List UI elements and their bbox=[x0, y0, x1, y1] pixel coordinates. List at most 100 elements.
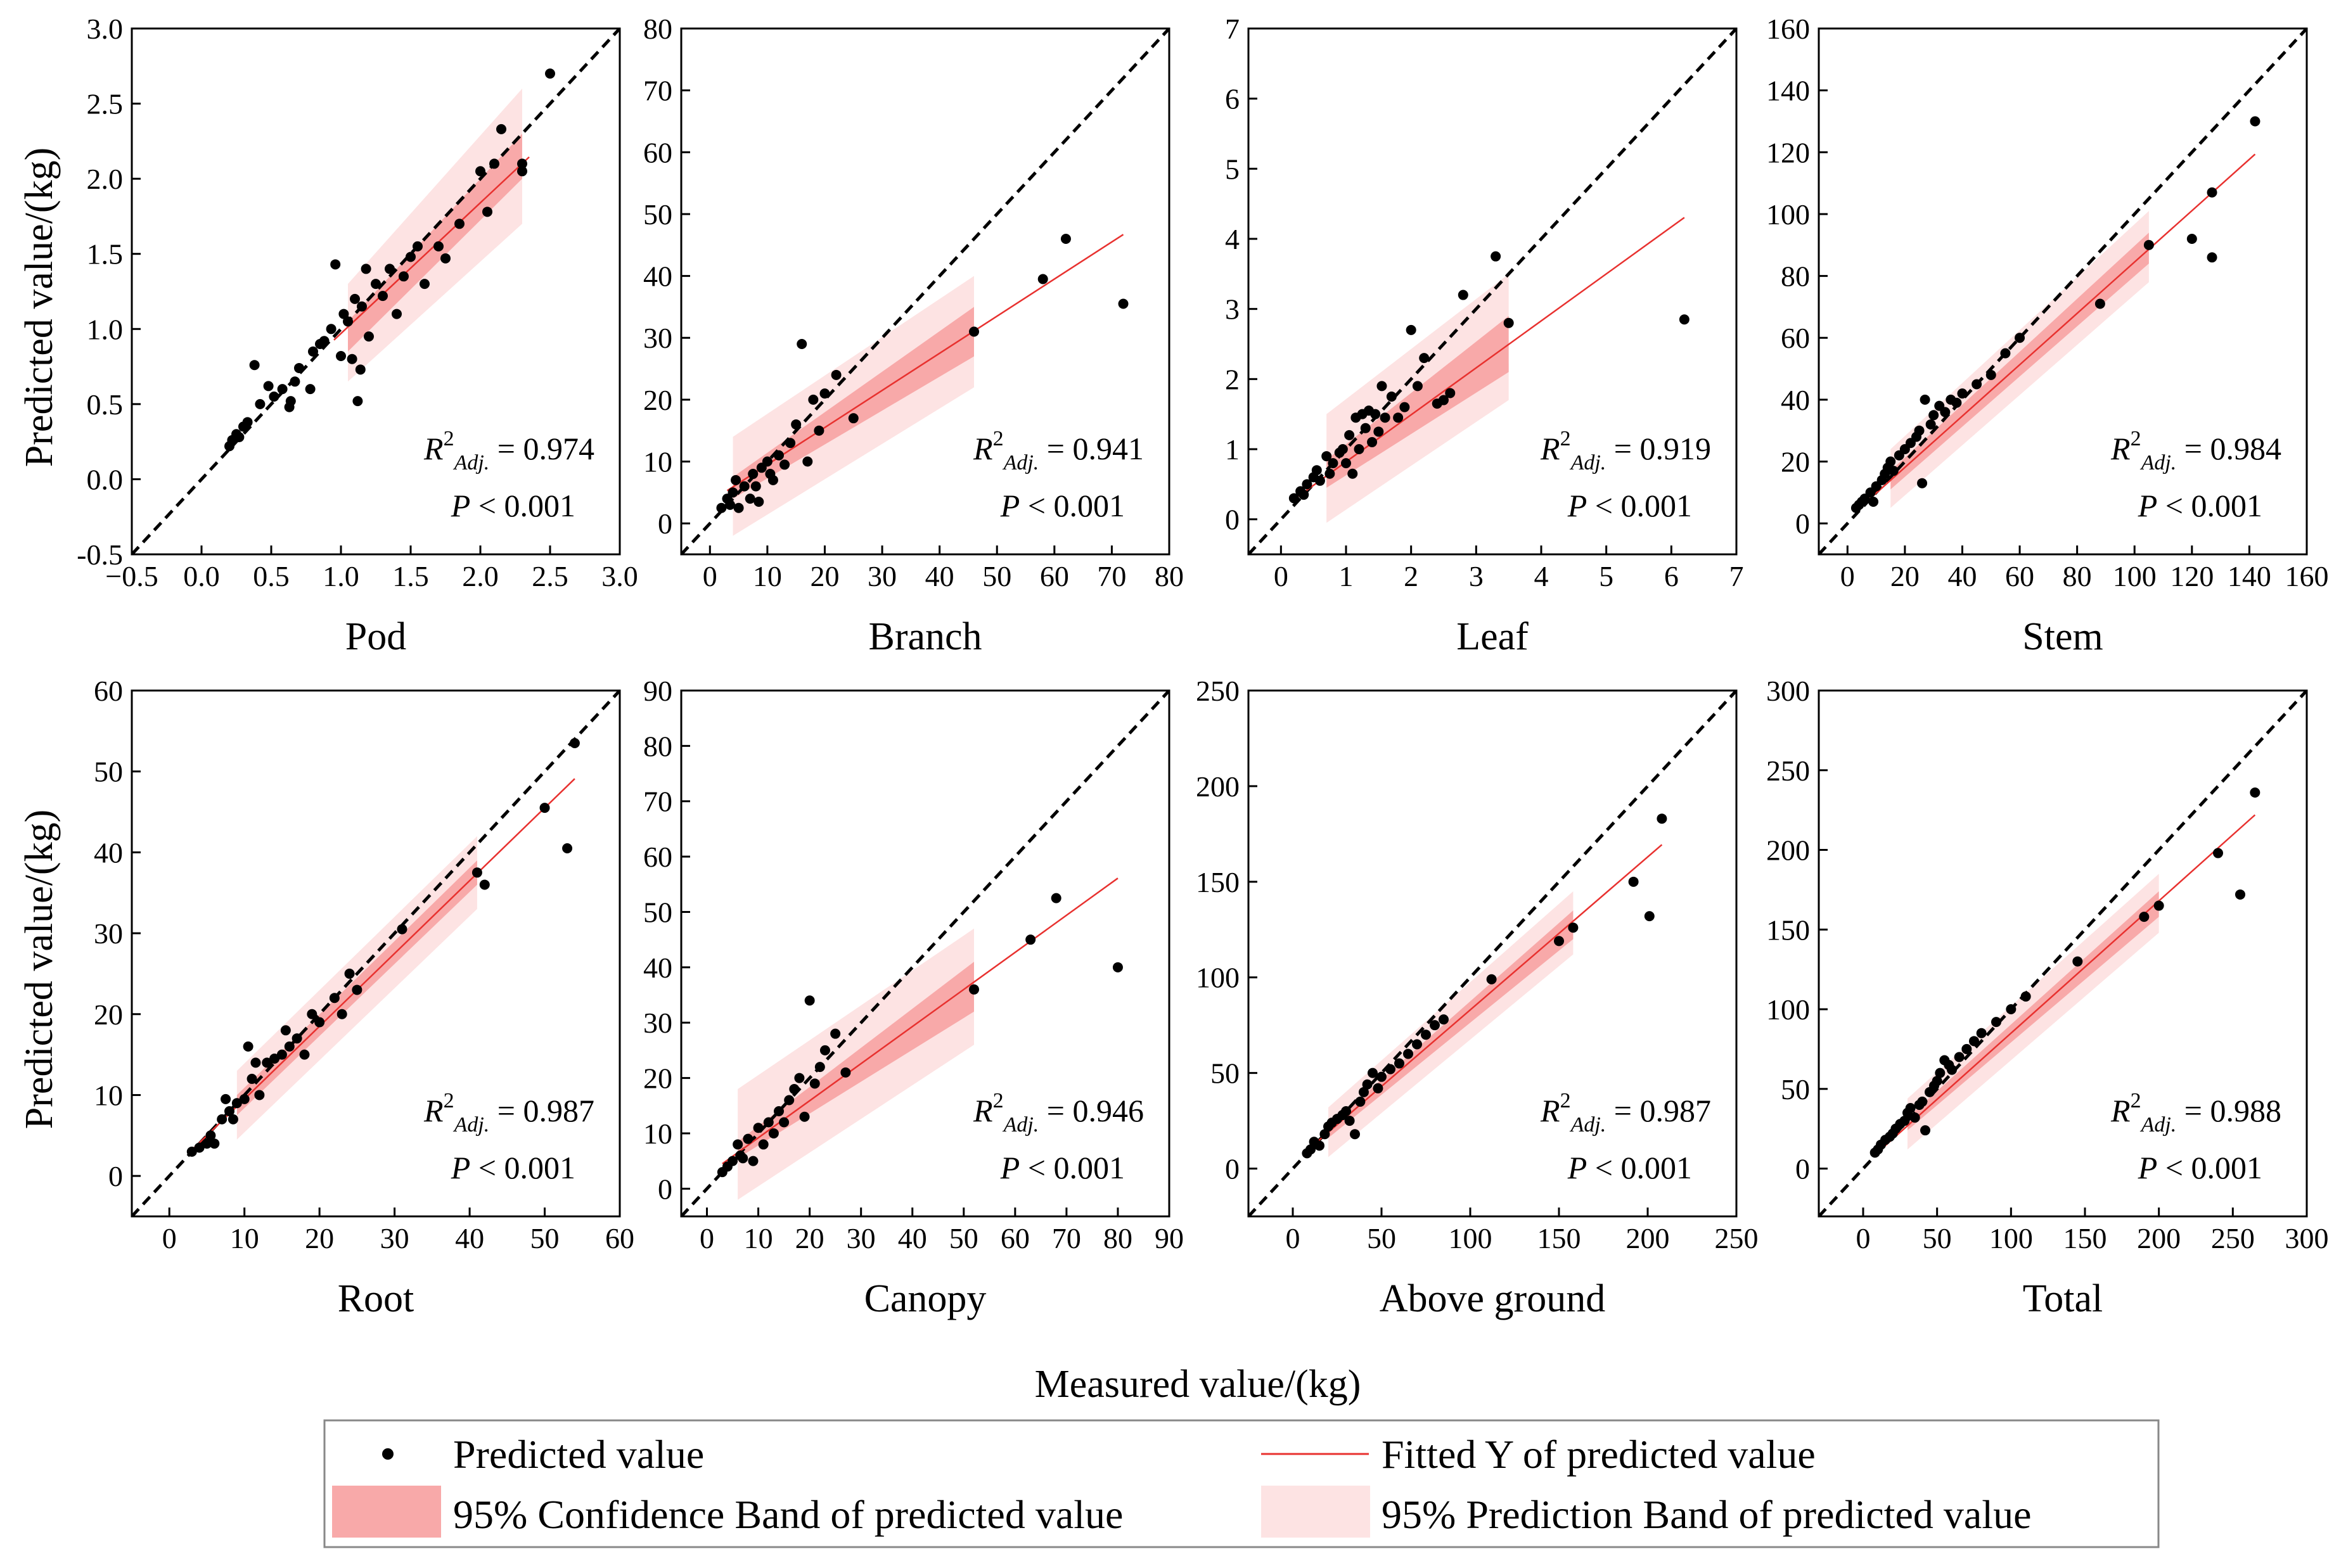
p-value-annotation: P < 0.001 bbox=[2138, 488, 2262, 523]
data-point bbox=[753, 497, 764, 507]
y-tick-label: 50 bbox=[1210, 1057, 1240, 1090]
data-point bbox=[1359, 1087, 1369, 1097]
data-point bbox=[337, 1009, 347, 1019]
y-tick-label: 40 bbox=[643, 260, 672, 293]
data-point bbox=[284, 1041, 295, 1052]
data-point bbox=[280, 1025, 291, 1036]
data-point bbox=[1909, 1112, 1920, 1123]
x-tick-label: 30 bbox=[847, 1222, 876, 1254]
x-tick-label: 40 bbox=[455, 1222, 484, 1254]
panels-group: −0.5 0.0 0.5 1.0 1.5 2.0 2.5 3.0 -0.5 0.0 0.5 1.0 1.… bbox=[77, 13, 2328, 1320]
data-point bbox=[1328, 458, 1338, 469]
x-tick-label: 50 bbox=[530, 1222, 560, 1254]
panel-stem: 0 20 40 60 80 100 120 140 160 0 20 40 60 80 100 120 140 1… bbox=[1766, 13, 2329, 658]
data-point bbox=[725, 499, 735, 510]
data-point bbox=[205, 1130, 216, 1141]
data-point bbox=[1628, 876, 1639, 887]
identity-line bbox=[132, 29, 620, 554]
data-point bbox=[336, 350, 346, 361]
data-point bbox=[249, 360, 260, 371]
confidence-band bbox=[733, 307, 974, 499]
data-point bbox=[1302, 479, 1312, 490]
data-point bbox=[454, 219, 465, 229]
data-point bbox=[830, 1028, 841, 1039]
y-tick-label: 0.0 bbox=[87, 463, 124, 495]
data-point bbox=[774, 1106, 784, 1116]
data-point bbox=[371, 279, 381, 290]
x-tick-label: 250 bbox=[1715, 1222, 1759, 1254]
data-point bbox=[269, 392, 279, 402]
p-value-annotation: P < 0.001 bbox=[1567, 1150, 1692, 1185]
y-tick-label: 80 bbox=[643, 13, 672, 45]
x-tick-label: 50 bbox=[982, 560, 1011, 592]
y-tick-label: 80 bbox=[1781, 260, 1810, 293]
fit-line bbox=[722, 877, 1119, 1164]
data-point bbox=[767, 475, 778, 485]
data-point bbox=[799, 1111, 810, 1122]
data-point bbox=[1644, 911, 1655, 922]
panel-plot-area bbox=[1248, 29, 1736, 554]
data-point bbox=[277, 384, 288, 395]
x-tick-label: 150 bbox=[2063, 1222, 2107, 1254]
data-point bbox=[1961, 1043, 1972, 1054]
data-point bbox=[1298, 489, 1309, 500]
data-point bbox=[344, 968, 355, 979]
y-tick-label: 3 bbox=[1225, 293, 1240, 326]
data-point bbox=[482, 207, 492, 217]
data-point bbox=[234, 432, 245, 443]
data-point bbox=[292, 1033, 302, 1044]
data-point bbox=[263, 381, 274, 392]
y-tick-label: 0 bbox=[108, 1160, 123, 1192]
y-tick-label: 2 bbox=[1225, 363, 1240, 395]
data-point bbox=[2235, 889, 2245, 900]
y-tick-label: 80 bbox=[643, 730, 672, 762]
data-point bbox=[202, 1138, 212, 1149]
data-point bbox=[209, 1138, 220, 1149]
data-point bbox=[1347, 468, 1358, 479]
data-point bbox=[1288, 493, 1299, 504]
data-point bbox=[255, 398, 266, 409]
x-tick-label: 4 bbox=[1534, 560, 1549, 592]
x-tick-label: 20 bbox=[1890, 560, 1920, 592]
data-point bbox=[413, 241, 423, 252]
data-point bbox=[247, 1073, 257, 1084]
panel-title-pod: Pod bbox=[345, 615, 406, 658]
data-point bbox=[1406, 324, 1416, 335]
y-tick-label: 0 bbox=[658, 1173, 672, 1205]
data-point bbox=[779, 1117, 790, 1128]
y-tick-label: 3.0 bbox=[87, 13, 124, 45]
data-point bbox=[1060, 234, 1071, 244]
panel-plot-area bbox=[132, 691, 620, 1216]
y-tick-label: 60 bbox=[643, 841, 672, 873]
y-tick-label: 20 bbox=[94, 998, 123, 1031]
data-point bbox=[299, 1049, 310, 1060]
data-point bbox=[1344, 1116, 1355, 1126]
x-tick-label: 0 bbox=[1840, 560, 1855, 592]
data-point bbox=[1905, 1102, 1916, 1113]
legend-fit-label: Fitted Y of predicted value bbox=[1382, 1432, 1816, 1477]
y-tick-label: 10 bbox=[643, 446, 672, 478]
x-tick-label: 250 bbox=[2211, 1222, 2255, 1254]
p-value-annotation: P < 0.001 bbox=[451, 1150, 575, 1185]
panel-leaf: 0 1 2 3 4 5 6 7 0 1 2 3 4 5 6 7 R2Adj. = 0.919 P < 0.001 L… bbox=[1225, 13, 1744, 658]
x-tick-label: 100 bbox=[1449, 1222, 1492, 1254]
data-point bbox=[433, 241, 444, 252]
data-point bbox=[748, 1156, 759, 1166]
y-tick-label: -0.5 bbox=[77, 539, 123, 571]
data-point bbox=[545, 68, 555, 79]
y-tick-label: 30 bbox=[643, 322, 672, 354]
panel-plot-area bbox=[132, 29, 620, 554]
data-point bbox=[1985, 369, 1996, 380]
data-point bbox=[239, 1093, 250, 1104]
data-point bbox=[228, 1114, 238, 1125]
data-point bbox=[355, 364, 366, 375]
data-point bbox=[1373, 1083, 1383, 1093]
r2-annotation: R2Adj. = 0.988 bbox=[2110, 1089, 2281, 1137]
y-tick-label: 0.5 bbox=[87, 388, 124, 421]
data-point bbox=[1486, 974, 1497, 985]
data-point bbox=[378, 291, 388, 302]
confidence-band bbox=[1908, 891, 2159, 1131]
data-point bbox=[1025, 934, 1036, 945]
data-point bbox=[779, 459, 790, 470]
data-point bbox=[2153, 900, 2164, 911]
